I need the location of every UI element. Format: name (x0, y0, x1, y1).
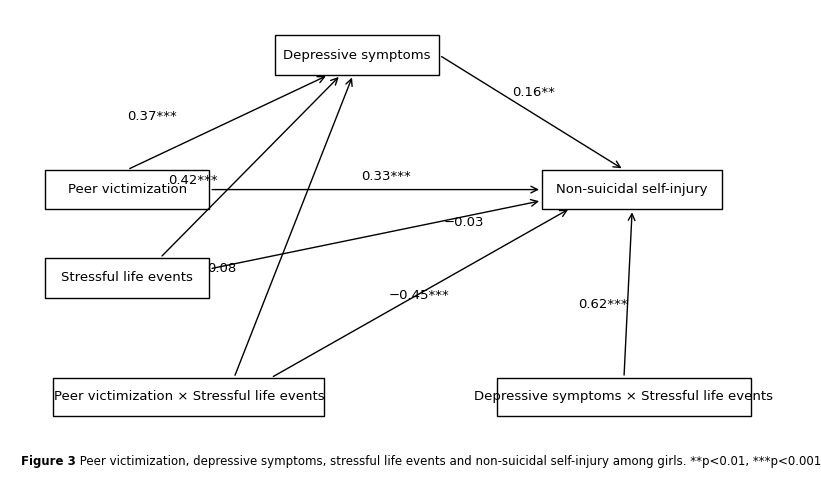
Text: Non-suicidal self-injury: Non-suicidal self-injury (557, 183, 708, 196)
FancyBboxPatch shape (542, 170, 722, 209)
FancyBboxPatch shape (275, 35, 439, 75)
FancyBboxPatch shape (53, 378, 324, 415)
Text: Depressive symptoms × Stressful life events: Depressive symptoms × Stressful life eve… (475, 390, 773, 403)
FancyBboxPatch shape (497, 378, 751, 415)
Text: 0.37***: 0.37*** (127, 110, 177, 123)
Text: 0.16**: 0.16** (512, 86, 555, 99)
FancyBboxPatch shape (45, 258, 209, 298)
Text: 0.08: 0.08 (207, 263, 236, 276)
Text: Peer victimization × Stressful life events: Peer victimization × Stressful life even… (53, 390, 324, 403)
Text: Stressful life events: Stressful life events (62, 271, 193, 284)
Text: Peer victimization: Peer victimization (67, 183, 187, 196)
Text: −0.03: −0.03 (443, 216, 484, 229)
FancyBboxPatch shape (45, 170, 209, 209)
Text: 0.42***: 0.42*** (168, 174, 218, 187)
Text: −0.45***: −0.45*** (388, 289, 449, 302)
Text: Figure 3: Figure 3 (21, 455, 76, 468)
Text: Peer victimization, depressive symptoms, stressful life events and non-suicidal : Peer victimization, depressive symptoms,… (76, 455, 821, 468)
Text: 0.62***: 0.62*** (579, 298, 628, 311)
Text: Depressive symptoms: Depressive symptoms (283, 49, 431, 62)
Text: 0.33***: 0.33*** (361, 170, 410, 183)
